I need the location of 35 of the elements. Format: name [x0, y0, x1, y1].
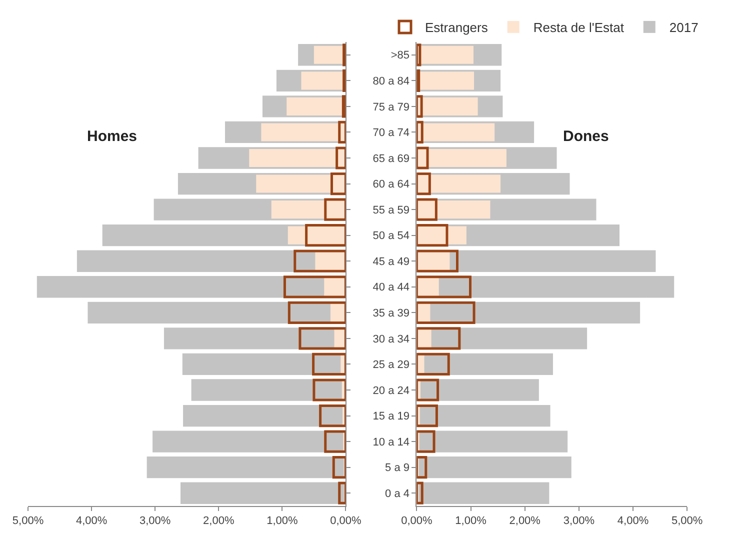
y-tick-label: 40 a 44 [372, 282, 410, 294]
x-tick-label: 3,00% [139, 515, 171, 528]
x-tick-label: 5,00% [12, 515, 44, 528]
legend-label: Resta de l'Estat [533, 20, 624, 36]
text: Homes [87, 128, 138, 145]
y-tick-label: 15 a 19 [372, 410, 410, 423]
y-tick-label: 0 a 4 [385, 488, 410, 500]
y-tick-label: >85 [390, 50, 410, 62]
y-tick-label: 30 a 34 [372, 333, 410, 346]
y-tick-label: 50 a 54 [372, 230, 410, 242]
y-tick-label: 70 a 74 [372, 127, 410, 140]
y-tick-label: 35 a 39 [372, 308, 410, 320]
y-tick-label: 75 a 79 [372, 101, 410, 114]
x-tick-label: 4,00% [617, 515, 649, 528]
x-tick-label: 0,00% [401, 515, 433, 528]
text: Dones [563, 128, 609, 145]
x-tick-label: 2,00% [509, 515, 541, 528]
y-tick-label: 60 a 64 [372, 178, 410, 191]
legend-label: Estrangers [425, 20, 488, 36]
y-tick-label: 5 a 9 [385, 462, 410, 474]
y-tick-label: 80 a 84 [372, 76, 410, 88]
y-tick-label: 20 a 24 [372, 384, 410, 397]
y-tick-label: 55 a 59 [372, 204, 410, 216]
y-tick-label: 25 a 29 [372, 359, 410, 372]
x-tick-label: 0,00% [330, 515, 362, 528]
y-tick-label: 45 a 49 [372, 256, 410, 268]
x-tick-label: 1,00% [455, 515, 487, 528]
x-tick-label: 1,00% [266, 515, 298, 528]
legend-label: 2017 [669, 20, 698, 36]
x-tick-label: 3,00% [563, 515, 595, 528]
x-tick-label: 5,00% [672, 515, 703, 528]
y-tick-label: 65 a 69 [372, 152, 410, 165]
x-tick-label: 2,00% [203, 515, 234, 528]
y-tick-label: 10 a 14 [372, 436, 410, 448]
x-tick-label: 4,00% [76, 515, 108, 528]
